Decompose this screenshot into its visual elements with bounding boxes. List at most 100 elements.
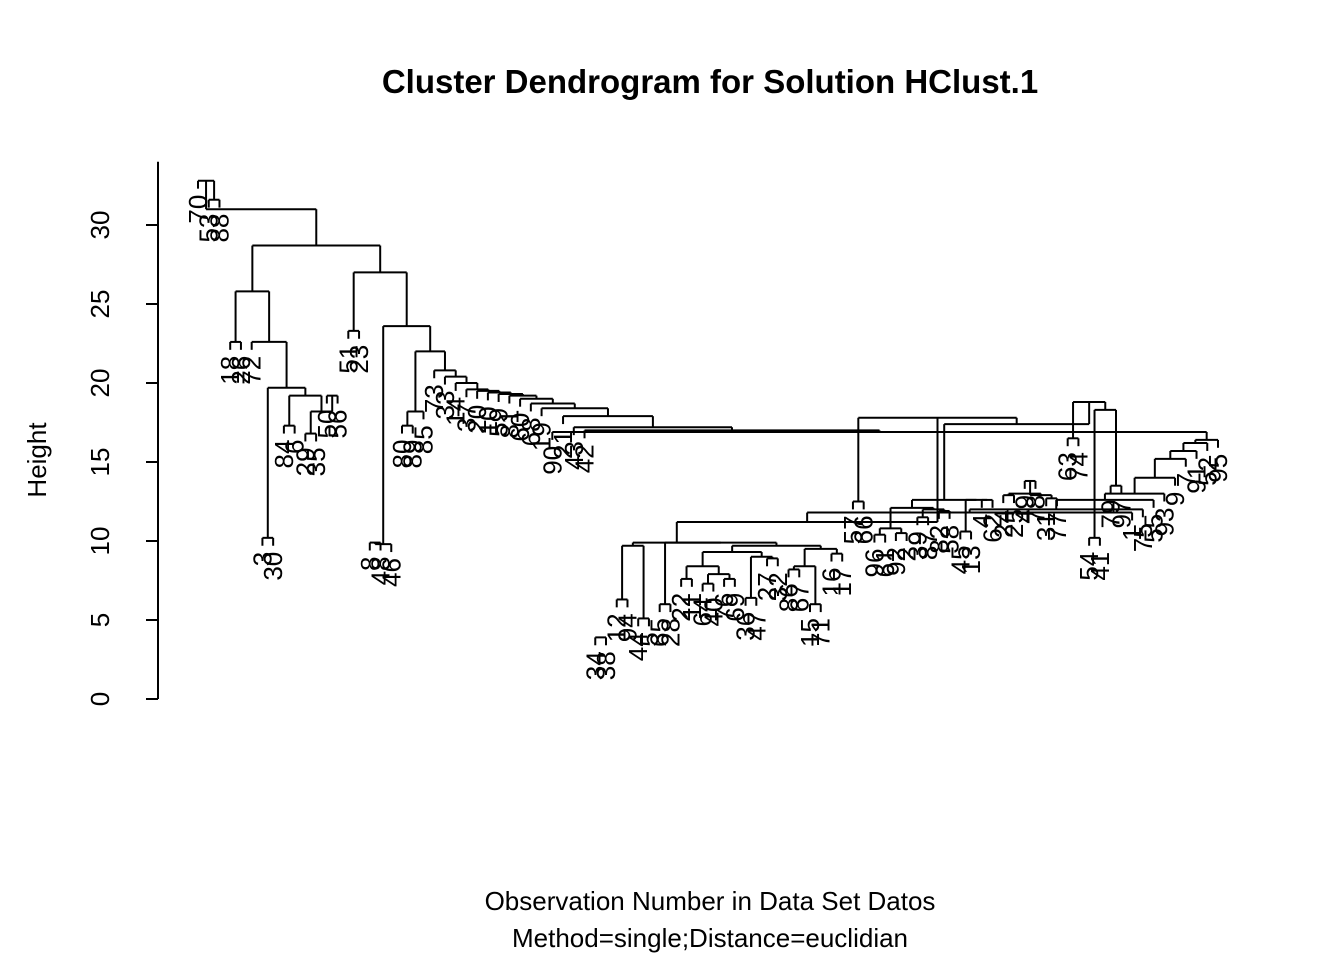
- leaf-label: 16: [816, 568, 846, 597]
- leaf-label: 24: [988, 509, 1018, 538]
- leaf-label: 85: [408, 425, 438, 454]
- leaf-label: 19: [527, 422, 557, 451]
- leaf-label: 63: [1053, 452, 1083, 481]
- leaf-label: 23: [344, 345, 374, 374]
- leaf-label: 56: [323, 410, 353, 439]
- leaf-label: 48: [366, 556, 396, 585]
- leaf-label: 29: [290, 447, 320, 476]
- leaf-label: 70: [183, 195, 213, 224]
- y-axis: 0 5 10 15 20 25 30: [85, 161, 159, 706]
- x-axis-label: Observation Number in Data Set Datos: [485, 886, 936, 916]
- leaf-label: 18: [215, 356, 245, 385]
- leaf-label: 69: [720, 593, 750, 622]
- leaf-label: 25: [999, 509, 1029, 538]
- dendrogram-links: [197, 179, 1219, 646]
- leaf-label: 5: [634, 632, 664, 646]
- leaf-label: 58: [935, 525, 965, 554]
- leaf-label: 53: [194, 214, 224, 243]
- leaf-label: 59: [484, 408, 514, 437]
- leaf-label: 47: [741, 612, 771, 641]
- leaf-label: 80: [387, 440, 417, 469]
- leaf-label: 33: [430, 391, 460, 420]
- leaf-label: 6: [280, 440, 310, 454]
- leaf-label: 62: [978, 514, 1008, 543]
- y-tick-label: 20: [85, 369, 115, 398]
- leaf-label: 30: [258, 552, 288, 581]
- leaf-label: 61: [870, 549, 900, 578]
- leaf-label: 21: [548, 430, 578, 459]
- leaf-label: 14: [441, 397, 471, 426]
- leaf-label: 42: [570, 444, 600, 473]
- leaf-label: 60: [505, 413, 535, 442]
- leaf-label: 2: [892, 547, 922, 561]
- leaf-label: 3: [247, 552, 277, 566]
- leaf-label: 65: [645, 618, 675, 647]
- leaf-label: 84: [269, 440, 299, 469]
- leaf-label: 31: [1031, 512, 1061, 541]
- leaf-label: 7: [1171, 473, 1201, 487]
- leaf-label: 46: [376, 558, 406, 587]
- leaf-label: 51: [333, 345, 363, 374]
- subtitle: Method=single;Distance=euclidian: [512, 923, 908, 953]
- y-axis-label: Height: [22, 422, 52, 498]
- leaf-label: 96: [859, 549, 889, 578]
- leaf-label: 36: [731, 612, 761, 641]
- leaf-label: 87: [913, 531, 943, 560]
- leaf-label: 91: [1182, 465, 1212, 494]
- y-tick-label: 25: [85, 290, 115, 319]
- leaf-label: 71: [806, 618, 836, 647]
- leaf-label: 73: [419, 384, 449, 413]
- leaf-label: 68: [516, 417, 546, 446]
- leaf-label: 26: [226, 356, 256, 385]
- leaf-label: 13: [956, 545, 986, 574]
- leaf-label: 43: [559, 441, 589, 470]
- leaf-label: 55: [1139, 514, 1169, 543]
- leaf-label: 93: [1149, 508, 1179, 537]
- y-tick-label: 0: [85, 692, 115, 706]
- leaf-label: 38: [591, 651, 621, 680]
- leaf-label: 8: [355, 556, 385, 570]
- leaf-label: 22: [666, 593, 696, 622]
- leaf-label: 20: [462, 405, 492, 434]
- leaf-label: 35: [301, 447, 331, 476]
- leaf-label: 67: [784, 583, 814, 612]
- leaf-label: 78: [1020, 495, 1050, 524]
- leaf-label: 9: [1160, 492, 1190, 506]
- leaf-label: 90: [537, 446, 567, 475]
- leaf-label: 10: [473, 406, 503, 435]
- leaf-label: 57: [838, 515, 868, 544]
- leaf-label: 17: [827, 568, 857, 597]
- leaf-label: 66: [849, 515, 879, 544]
- leaf-label: 34: [580, 651, 610, 680]
- leaf-label: 40: [698, 598, 728, 627]
- leaf-label: 82: [924, 525, 954, 554]
- leaf-label: 81: [494, 410, 524, 439]
- leaf-label: 50: [312, 410, 342, 439]
- leaf-label: 4: [967, 514, 997, 528]
- leaf-label: 39: [902, 531, 932, 560]
- leaf-label: 1: [1117, 526, 1147, 540]
- leaf-label: 76: [709, 593, 739, 622]
- leaf-label: 32: [763, 572, 793, 601]
- leaf-label: 12: [602, 613, 632, 642]
- leaf-label: 15: [795, 618, 825, 647]
- leaf-label: 89: [398, 440, 428, 469]
- leaf-label: 86: [774, 583, 804, 612]
- leaf-label: 88: [204, 214, 234, 243]
- y-tick-label: 10: [85, 527, 115, 556]
- leaf-label: 77: [1042, 512, 1072, 541]
- leaf-label: 45: [945, 545, 975, 574]
- leaf-label: 52: [1192, 457, 1222, 486]
- leaf-label: 95: [1203, 454, 1233, 483]
- leaf-label: 41: [1085, 552, 1115, 581]
- leaf-label: 44: [623, 632, 653, 661]
- leaf-label: 79: [1096, 500, 1126, 529]
- y-tick-label: 15: [85, 448, 115, 477]
- chart-title: Cluster Dendrogram for Solution HClust.1: [382, 63, 1038, 100]
- leaf-label: 72: [237, 356, 267, 385]
- leaf-label: 11: [677, 593, 707, 620]
- leaf-label: 97: [1106, 500, 1136, 529]
- leaf-label: 49: [1010, 495, 1040, 524]
- leaf-label: 37: [451, 403, 481, 432]
- leaf-label: 28: [655, 618, 685, 647]
